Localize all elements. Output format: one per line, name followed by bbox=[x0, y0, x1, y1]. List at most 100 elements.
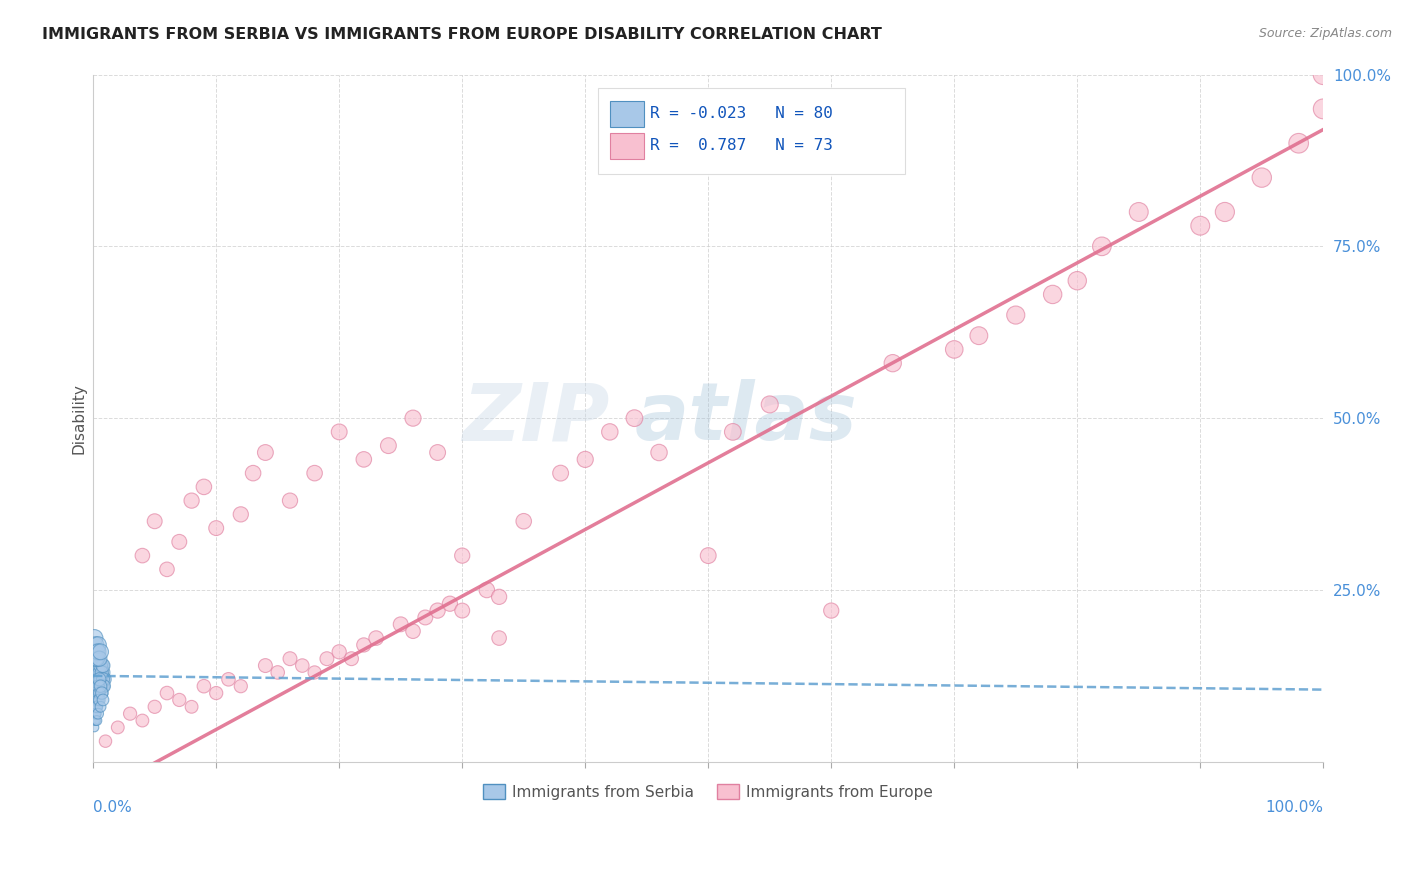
Point bbox=[91, 679, 114, 693]
FancyBboxPatch shape bbox=[598, 88, 905, 174]
Point bbox=[86, 645, 108, 659]
Point bbox=[84, 706, 107, 721]
Point bbox=[254, 445, 277, 459]
Point bbox=[87, 651, 110, 665]
Point bbox=[86, 665, 108, 680]
Point bbox=[574, 452, 596, 467]
Text: IMMIGRANTS FROM SERBIA VS IMMIGRANTS FROM EUROPE DISABILITY CORRELATION CHART: IMMIGRANTS FROM SERBIA VS IMMIGRANTS FRO… bbox=[42, 27, 882, 42]
Text: 100.0%: 100.0% bbox=[1265, 799, 1323, 814]
Point bbox=[90, 658, 112, 673]
Point bbox=[1042, 287, 1064, 301]
Point bbox=[291, 658, 314, 673]
Point bbox=[87, 658, 110, 673]
Point bbox=[439, 597, 461, 611]
Point bbox=[87, 693, 110, 707]
Text: R =  0.787   N = 73: R = 0.787 N = 73 bbox=[651, 138, 834, 153]
Point bbox=[84, 714, 107, 728]
Point bbox=[84, 699, 107, 714]
Point bbox=[131, 549, 153, 563]
Point bbox=[328, 645, 350, 659]
Point bbox=[120, 706, 142, 721]
Point bbox=[84, 658, 107, 673]
Point bbox=[229, 679, 252, 693]
Point bbox=[86, 699, 108, 714]
Point bbox=[1250, 170, 1272, 185]
Point bbox=[89, 679, 111, 693]
Point bbox=[1004, 308, 1026, 322]
Point bbox=[86, 686, 108, 700]
Point bbox=[87, 679, 110, 693]
Point bbox=[1066, 274, 1088, 288]
Point bbox=[87, 679, 110, 693]
Point bbox=[83, 686, 105, 700]
Point bbox=[193, 679, 215, 693]
Point bbox=[143, 699, 166, 714]
Point bbox=[90, 699, 112, 714]
Point bbox=[86, 679, 108, 693]
Point bbox=[304, 665, 326, 680]
Point bbox=[967, 328, 990, 343]
FancyBboxPatch shape bbox=[610, 101, 644, 127]
Point bbox=[169, 534, 191, 549]
Point bbox=[90, 686, 112, 700]
Point bbox=[89, 686, 111, 700]
Point bbox=[87, 673, 110, 687]
Point bbox=[86, 679, 108, 693]
Point bbox=[84, 638, 107, 652]
Point bbox=[943, 343, 966, 357]
Point bbox=[89, 658, 111, 673]
Point bbox=[84, 693, 107, 707]
Point bbox=[316, 651, 339, 665]
Point bbox=[1288, 136, 1310, 151]
Point bbox=[90, 679, 112, 693]
Point bbox=[84, 679, 107, 693]
Point bbox=[451, 604, 474, 618]
Point bbox=[1128, 205, 1150, 219]
Point bbox=[1091, 239, 1114, 253]
Point bbox=[758, 397, 780, 411]
Point bbox=[93, 673, 115, 687]
Point bbox=[94, 734, 117, 748]
Text: atlas: atlas bbox=[634, 379, 858, 458]
Point bbox=[180, 699, 202, 714]
Point bbox=[697, 549, 720, 563]
Point bbox=[91, 693, 114, 707]
Text: ZIP: ZIP bbox=[463, 379, 610, 458]
Point bbox=[90, 673, 112, 687]
Point bbox=[389, 617, 412, 632]
Point bbox=[90, 673, 112, 687]
Point bbox=[84, 686, 107, 700]
Point bbox=[90, 679, 112, 693]
Point bbox=[488, 631, 510, 645]
Point bbox=[488, 590, 510, 604]
Point bbox=[86, 686, 108, 700]
Point bbox=[550, 466, 572, 480]
Point bbox=[89, 693, 111, 707]
Point bbox=[648, 445, 671, 459]
Point bbox=[353, 452, 375, 467]
Point bbox=[90, 645, 112, 659]
Point bbox=[91, 673, 114, 687]
Point bbox=[87, 706, 110, 721]
Point bbox=[475, 582, 498, 597]
Point bbox=[86, 651, 108, 665]
Point bbox=[242, 466, 264, 480]
Point bbox=[599, 425, 621, 439]
Text: R = -0.023   N = 80: R = -0.023 N = 80 bbox=[651, 106, 834, 121]
Point bbox=[83, 673, 105, 687]
Point bbox=[90, 673, 112, 687]
Point bbox=[89, 673, 111, 687]
Point bbox=[87, 686, 110, 700]
Point bbox=[83, 706, 105, 721]
Point bbox=[451, 549, 474, 563]
Point bbox=[229, 508, 252, 522]
Point bbox=[84, 686, 107, 700]
Point bbox=[89, 673, 111, 687]
Point bbox=[83, 699, 105, 714]
Point bbox=[84, 665, 107, 680]
Text: 0.0%: 0.0% bbox=[93, 799, 132, 814]
FancyBboxPatch shape bbox=[610, 133, 644, 159]
Point bbox=[84, 693, 107, 707]
Point bbox=[107, 720, 129, 734]
Point bbox=[83, 631, 105, 645]
